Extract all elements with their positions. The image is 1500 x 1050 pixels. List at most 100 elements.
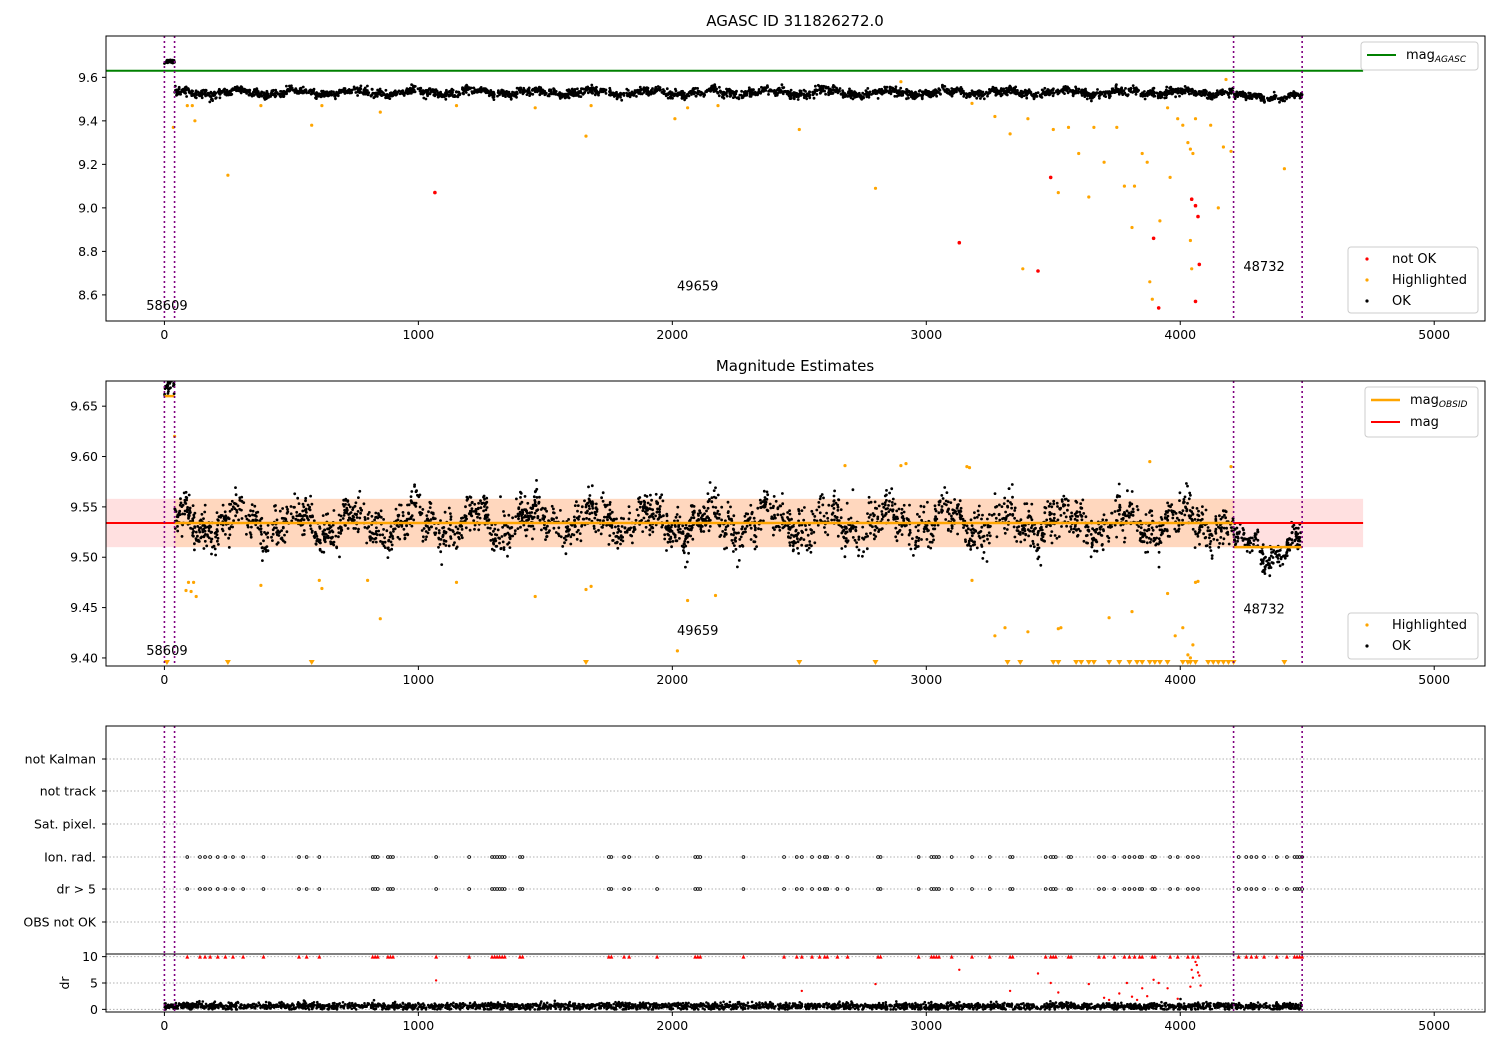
ok-point <box>827 93 830 97</box>
ok-point <box>488 526 492 530</box>
ok-point <box>501 91 504 94</box>
ok-point <box>382 518 385 521</box>
ok-point <box>501 94 505 97</box>
ok-point <box>385 96 389 99</box>
ok-point <box>297 502 301 505</box>
ok-point <box>914 525 918 529</box>
highlighted-point <box>1193 117 1198 121</box>
ok-point <box>867 495 871 499</box>
ok-point <box>765 86 768 90</box>
ok-point <box>1124 87 1127 90</box>
ok-point <box>1214 92 1218 95</box>
ok-point <box>812 96 816 100</box>
ok-point <box>493 527 497 531</box>
ok-point <box>175 519 178 523</box>
ok-point <box>622 91 626 95</box>
ok-point <box>424 97 428 101</box>
ok-point <box>1135 529 1139 532</box>
panel1-x-ticks: 0 1000 2000 3000 4000 5000 <box>160 321 1450 342</box>
highlighted-point <box>1021 267 1025 271</box>
ok-point <box>726 511 730 514</box>
ok-point <box>249 535 253 539</box>
ok-point <box>439 94 442 98</box>
ok-point <box>888 499 891 503</box>
ok-point <box>386 556 390 559</box>
ok-point <box>820 493 824 496</box>
ok-point <box>825 511 828 515</box>
ok-point <box>1292 93 1295 97</box>
ok-point <box>875 91 878 94</box>
ok-point <box>749 503 753 507</box>
ok-point <box>950 517 954 521</box>
ok-point <box>216 539 219 543</box>
ok-point <box>591 504 594 508</box>
ok-point <box>199 526 203 529</box>
ok-point <box>1107 92 1111 96</box>
ok-point <box>266 523 270 527</box>
ok-point <box>804 90 807 93</box>
ok-point <box>631 93 635 96</box>
ok-point <box>1201 93 1205 97</box>
ok-point <box>273 93 277 97</box>
ok-point <box>962 89 965 93</box>
ok-point <box>568 90 571 93</box>
ok-point <box>594 530 598 534</box>
highlighted-point <box>1148 280 1152 284</box>
ok-point <box>319 95 323 99</box>
ok-point <box>999 87 1003 90</box>
not-ok-point <box>1189 197 1194 201</box>
ok-point <box>673 535 677 539</box>
ok-point <box>228 533 232 537</box>
ok-point <box>557 532 560 536</box>
ok-point <box>1150 532 1154 536</box>
ok-point <box>1157 537 1161 541</box>
ok-point <box>472 519 476 523</box>
x-tick-label: 4000 <box>1164 327 1196 342</box>
ok-point <box>495 533 499 537</box>
ok-point <box>885 493 888 497</box>
ok-point <box>303 509 307 512</box>
ok-point <box>194 530 198 534</box>
ok-point <box>483 505 486 508</box>
ok-point <box>1131 514 1135 517</box>
ok-point <box>1143 528 1146 532</box>
ok-point <box>1056 518 1060 522</box>
ok-point <box>978 90 982 94</box>
ok-point <box>378 87 382 91</box>
ok-point <box>167 387 171 391</box>
ok-point <box>200 91 204 94</box>
ok-point <box>945 491 949 494</box>
ok-point <box>1117 482 1121 486</box>
ok-point <box>504 95 507 98</box>
ok-point <box>546 524 549 528</box>
ok-point <box>678 527 682 531</box>
ok-point <box>468 528 472 532</box>
ok-point <box>1216 93 1220 97</box>
ok-point <box>1128 88 1132 92</box>
highlighted-point <box>686 106 690 110</box>
ok-point <box>638 85 642 89</box>
ok-point <box>736 565 739 569</box>
ok-point <box>442 542 446 546</box>
ok-point <box>867 93 871 97</box>
ok-point <box>673 93 677 97</box>
ok-point <box>1214 515 1218 518</box>
ok-point <box>589 90 592 93</box>
highlighted-point <box>1158 219 1162 223</box>
ok-point <box>682 549 685 552</box>
ok-point <box>214 553 218 557</box>
ok-point <box>539 90 543 94</box>
ok-point <box>1071 94 1075 98</box>
ok-point <box>172 383 176 386</box>
ok-point <box>601 491 605 495</box>
ok-point <box>347 88 351 91</box>
ok-point <box>651 92 655 95</box>
ok-point <box>1239 93 1243 97</box>
ok-point <box>421 539 425 543</box>
ok-point <box>730 539 734 542</box>
ok-point <box>787 531 790 535</box>
ok-point <box>1115 87 1118 90</box>
ok-point <box>721 93 724 96</box>
ok-point <box>886 518 890 522</box>
